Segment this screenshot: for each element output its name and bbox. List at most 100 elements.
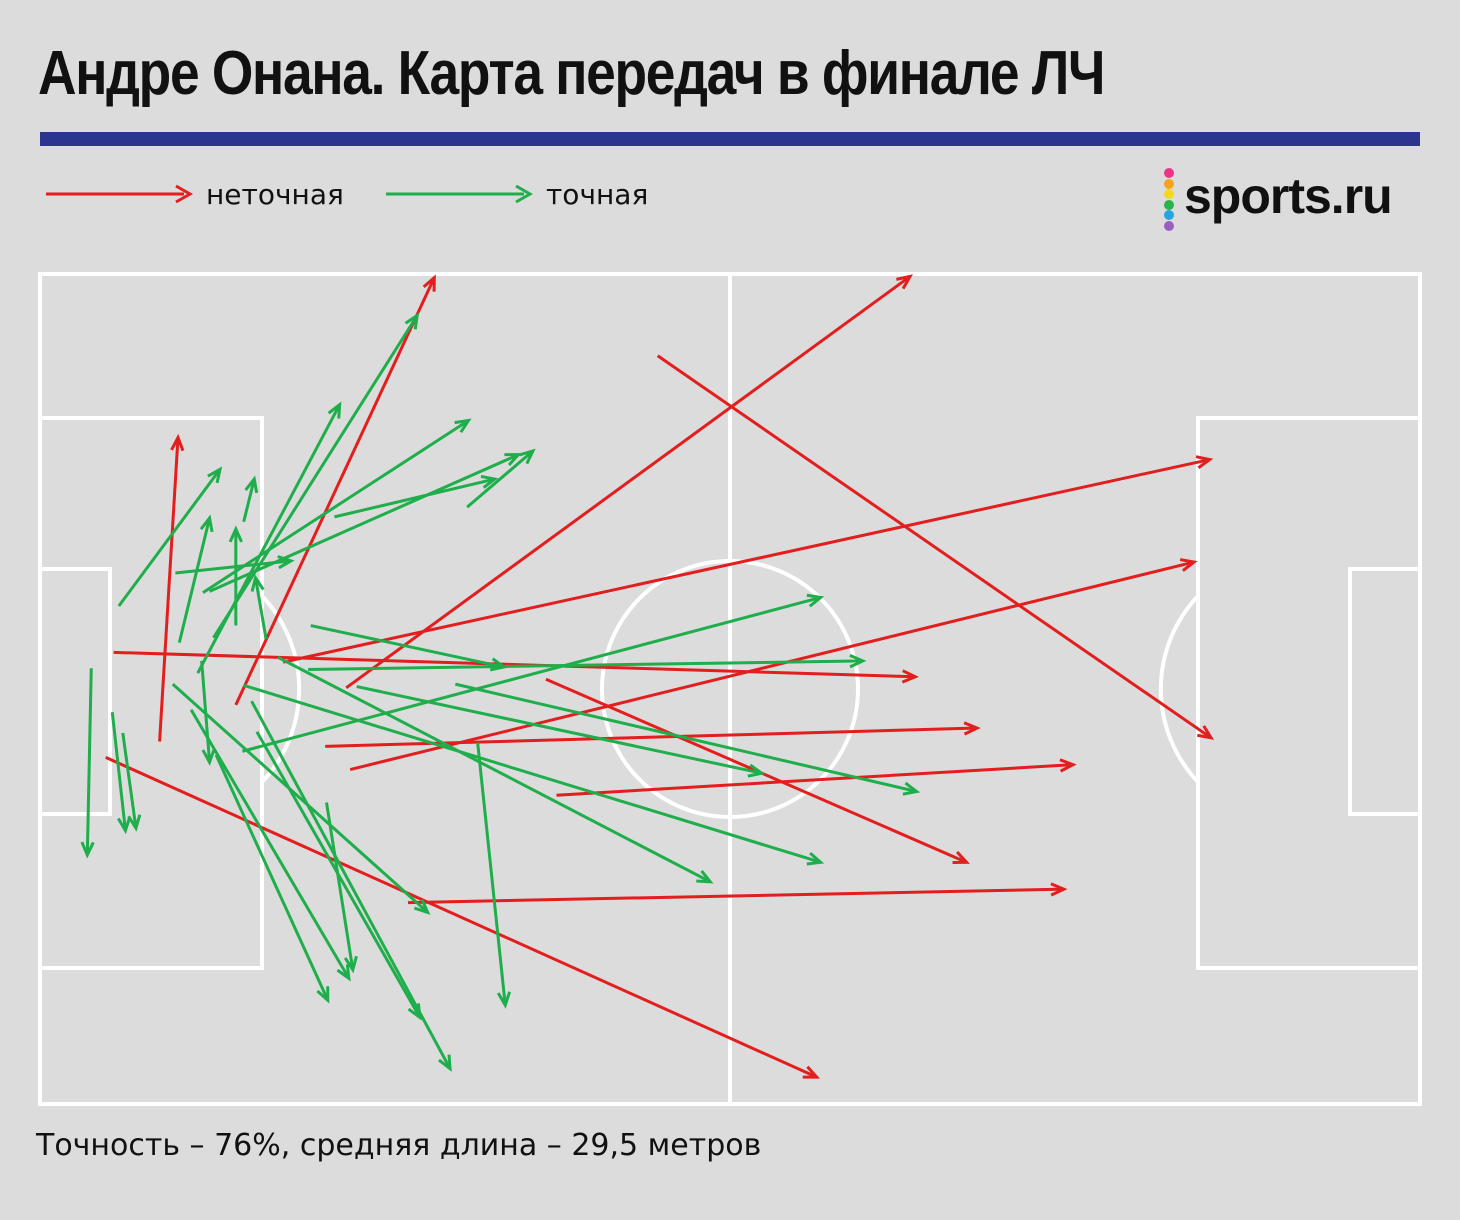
pass-arrow-accurate — [212, 312, 420, 639]
pass-line — [242, 478, 256, 523]
pass-arrowhead — [747, 763, 766, 778]
pass-arrow-accurate — [325, 802, 358, 974]
legend-label-inaccurate: неточная — [206, 178, 344, 211]
pass-arrowhead — [849, 654, 867, 669]
pass-line — [234, 277, 436, 706]
pass-arrow-accurate — [243, 683, 825, 866]
pass-arrow-accurate — [202, 418, 472, 594]
pass-arrowhead — [952, 850, 970, 864]
pass-arrow-inaccurate — [113, 650, 919, 684]
pass-line — [158, 437, 180, 742]
pass-arrowhead — [413, 898, 431, 915]
pass-line — [105, 755, 818, 1079]
pass-arrow-inaccurate — [349, 558, 1198, 772]
pass-arrow-accurate — [200, 660, 216, 766]
legend-label-accurate: точная — [546, 178, 649, 211]
pass-arrowhead — [480, 474, 499, 489]
pass-arrow-accurate — [250, 574, 268, 640]
pass-line — [656, 354, 1212, 740]
pass-line — [208, 453, 520, 593]
right-penalty-box — [1196, 416, 1422, 970]
legend-arrow-accurate — [386, 184, 534, 204]
logo-dot — [1164, 189, 1174, 199]
pass-line — [175, 559, 292, 575]
pass-line — [466, 449, 534, 509]
pass-line — [85, 668, 93, 856]
left-penalty-box — [38, 416, 264, 970]
pass-arrowhead — [1195, 455, 1214, 470]
left-goal-area — [38, 567, 112, 816]
pass-arrowhead — [901, 669, 919, 684]
pass-arrowhead — [496, 991, 512, 1009]
pass-line — [349, 560, 1195, 772]
pass-arrow-accurate — [177, 514, 214, 643]
pass-arrowhead — [806, 593, 825, 608]
logo-dot — [1164, 178, 1174, 189]
pass-arrowhead — [336, 964, 351, 982]
pass-arrowhead — [199, 514, 214, 533]
pass-arrow-inaccurate — [656, 354, 1215, 740]
pass-arrow-accurate — [80, 668, 95, 859]
pass-arrow-accurate — [356, 685, 766, 778]
pass-arrowhead — [696, 869, 714, 884]
pass-line — [407, 887, 1064, 905]
pass-line — [242, 596, 822, 753]
pass-line — [310, 624, 505, 669]
pass-line — [200, 660, 212, 763]
pass-arrowhead — [1059, 758, 1077, 773]
pass-arrowhead — [117, 816, 132, 835]
pass-line — [254, 577, 268, 640]
pass-arrowhead — [207, 466, 223, 484]
pass-arrowhead — [201, 748, 216, 766]
pass-arrowhead — [504, 453, 522, 467]
pass-line — [243, 683, 822, 864]
pass-arrowhead — [438, 1054, 452, 1072]
pass-line — [325, 802, 355, 970]
pass-line — [308, 659, 863, 671]
pass-arrowhead — [1179, 558, 1198, 572]
pass-arrowhead — [422, 274, 436, 292]
pass-arrow-accurate — [308, 654, 867, 671]
pass-arrowhead — [963, 721, 981, 736]
pass-arrow-inaccurate — [105, 755, 821, 1079]
pass-arrow-inaccurate — [158, 433, 185, 742]
pass-line — [345, 275, 911, 689]
pass-line — [202, 419, 470, 594]
pass-arrow-accurate — [476, 742, 512, 1009]
pass-line — [334, 477, 496, 519]
pass-arrowhead — [454, 418, 472, 434]
pass-arrowhead — [806, 851, 825, 866]
pass-arrow-accurate — [121, 732, 142, 832]
pass-arrow-accurate — [242, 593, 825, 753]
pass-line — [113, 650, 916, 679]
pass-arrow-accurate — [466, 448, 536, 509]
pass-line — [356, 685, 762, 775]
logo-dots-icon — [1164, 168, 1178, 231]
pass-arrow-accurate — [250, 700, 452, 1072]
pass-arrowhead — [127, 814, 142, 832]
pass-arrow-accurate — [110, 712, 132, 835]
sports-ru-logo: sports.ru — [1160, 166, 1422, 231]
pass-arrowhead — [327, 401, 342, 419]
pass-line — [454, 682, 917, 793]
pass-arrowhead — [80, 841, 95, 859]
passes-layer — [80, 274, 1215, 1079]
pass-arrowhead — [1050, 882, 1068, 897]
pass-arrowhead — [343, 955, 358, 974]
pass-arrow-inaccurate — [345, 274, 914, 689]
pass-line — [556, 763, 1074, 797]
pass-arrow-accurate — [454, 682, 921, 796]
left-penalty-arc — [260, 594, 302, 784]
pass-arrow-inaccurate — [282, 455, 1214, 664]
pass-line — [196, 403, 341, 674]
pass-line — [117, 468, 222, 607]
logo-dot — [1164, 168, 1174, 178]
pass-arrowhead — [519, 448, 536, 465]
logo-dot — [1164, 210, 1174, 220]
pass-line — [177, 517, 212, 643]
pass-arrow-accurate — [277, 655, 714, 884]
logo-dot — [1164, 220, 1174, 231]
pass-arrowhead — [277, 555, 295, 570]
pass-arrow-accurate — [228, 525, 243, 626]
center-circle — [600, 559, 860, 819]
